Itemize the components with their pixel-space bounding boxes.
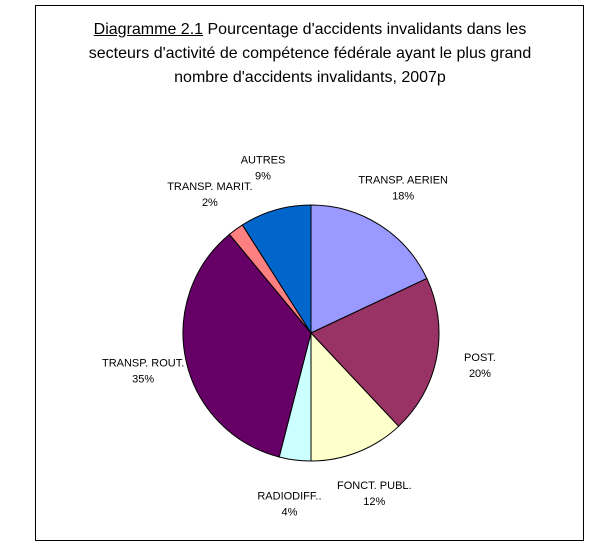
slice-label: RADIODIFF..	[257, 491, 321, 503]
pie-slice	[310, 331, 400, 462]
slice-label: POST.	[464, 352, 496, 364]
title-text: Pourcentage d'accidents invalidants dans…	[88, 21, 532, 86]
value-label: 35%	[132, 373, 154, 385]
slice-label: TRANSP. MARIT.	[167, 181, 252, 193]
value-label: 12%	[363, 496, 385, 508]
pie-slice	[182, 233, 312, 458]
value-label: 9%	[255, 171, 271, 183]
slice-label: FONCT. PUBL.	[337, 480, 412, 492]
pie-slice	[310, 204, 428, 334]
slice-label: TRANSP. AERIEN	[358, 175, 448, 187]
slice-label: AUTRES	[241, 155, 286, 167]
value-label: 4%	[281, 507, 297, 519]
value-label: 2%	[202, 197, 218, 209]
title-number: Diagramme 2.1	[93, 21, 204, 38]
value-label: 20%	[469, 368, 491, 380]
slice-label: TRANSP. ROUT.	[102, 357, 184, 369]
value-label: 18%	[392, 191, 414, 203]
pie-slice	[310, 277, 440, 428]
pie-slice	[241, 204, 312, 335]
chart-frame	[35, 5, 584, 541]
chart-title: Diagramme 2.1 Pourcentage d'accidents in…	[80, 18, 540, 90]
